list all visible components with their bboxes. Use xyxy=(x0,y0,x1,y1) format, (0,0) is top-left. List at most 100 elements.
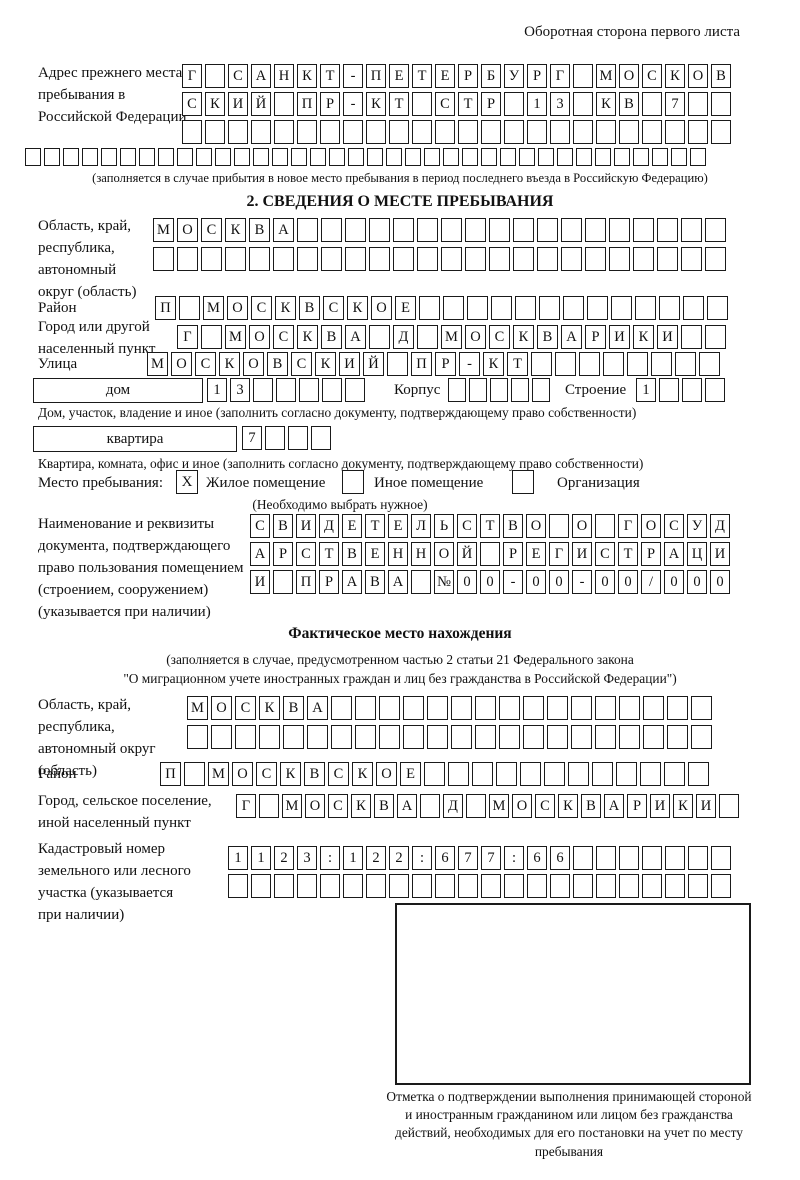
char-cell[interactable] xyxy=(272,148,288,166)
char-cell[interactable]: С xyxy=(195,352,216,376)
char-cell[interactable] xyxy=(711,92,731,116)
char-cell[interactable]: К xyxy=(673,794,693,818)
char-cell[interactable]: 0 xyxy=(687,570,707,594)
char-cell[interactable]: В xyxy=(299,296,320,320)
char-cell[interactable] xyxy=(179,296,200,320)
char-cell[interactable]: 1 xyxy=(228,846,248,870)
char-cell[interactable]: Е xyxy=(395,296,416,320)
char-cell[interactable]: 0 xyxy=(618,570,638,594)
prev-address-row-3[interactable] xyxy=(182,120,731,144)
char-cell[interactable] xyxy=(469,378,487,402)
char-cell[interactable] xyxy=(688,846,708,870)
char-cell[interactable] xyxy=(412,874,432,898)
char-cell[interactable]: Г xyxy=(177,325,198,349)
region-row-2[interactable] xyxy=(153,247,726,271)
char-cell[interactable] xyxy=(504,120,524,144)
char-cell[interactable] xyxy=(640,762,661,786)
char-cell[interactable]: Т xyxy=(480,514,500,538)
char-cell[interactable]: О xyxy=(232,762,253,786)
char-cell[interactable] xyxy=(225,247,246,271)
char-cell[interactable]: К xyxy=(315,352,336,376)
char-cell[interactable] xyxy=(539,296,560,320)
char-cell[interactable] xyxy=(265,426,285,450)
char-cell[interactable] xyxy=(519,148,535,166)
char-cell[interactable] xyxy=(667,696,688,720)
char-cell[interactable] xyxy=(321,218,342,242)
char-cell[interactable] xyxy=(690,148,706,166)
char-cell[interactable] xyxy=(691,696,712,720)
char-cell[interactable] xyxy=(288,426,308,450)
char-cell[interactable] xyxy=(417,325,438,349)
char-cell[interactable] xyxy=(320,120,340,144)
char-cell[interactable] xyxy=(331,725,352,749)
char-cell[interactable]: К xyxy=(352,762,373,786)
char-cell[interactable]: Й xyxy=(457,542,477,566)
char-cell[interactable] xyxy=(369,247,390,271)
prev-address-row-4[interactable] xyxy=(25,148,706,166)
char-cell[interactable] xyxy=(424,762,445,786)
char-cell[interactable]: С xyxy=(235,696,256,720)
char-cell[interactable]: О xyxy=(249,325,270,349)
char-cell[interactable]: Д xyxy=(710,514,730,538)
char-cell[interactable]: М xyxy=(147,352,168,376)
char-cell[interactable] xyxy=(355,725,376,749)
char-cell[interactable] xyxy=(253,148,269,166)
char-cell[interactable] xyxy=(571,725,592,749)
char-cell[interactable] xyxy=(675,352,696,376)
char-cell[interactable]: № xyxy=(434,570,454,594)
char-cell[interactable] xyxy=(251,120,271,144)
char-cell[interactable]: Й xyxy=(363,352,384,376)
char-cell[interactable] xyxy=(158,148,174,166)
char-cell[interactable] xyxy=(63,148,79,166)
char-cell[interactable]: 1 xyxy=(636,378,656,402)
char-cell[interactable]: М xyxy=(225,325,246,349)
char-cell[interactable]: П xyxy=(366,64,386,88)
char-cell[interactable]: С xyxy=(489,325,510,349)
char-cell[interactable] xyxy=(462,148,478,166)
char-cell[interactable]: В xyxy=(283,696,304,720)
char-cell[interactable] xyxy=(366,874,386,898)
char-cell[interactable] xyxy=(688,874,708,898)
char-cell[interactable] xyxy=(657,247,678,271)
char-cell[interactable] xyxy=(568,762,589,786)
char-cell[interactable] xyxy=(228,120,248,144)
char-cell[interactable] xyxy=(427,725,448,749)
char-cell[interactable] xyxy=(472,762,493,786)
char-cell[interactable] xyxy=(343,120,363,144)
char-cell[interactable] xyxy=(467,296,488,320)
char-cell[interactable] xyxy=(537,218,558,242)
char-cell[interactable] xyxy=(595,148,611,166)
char-cell[interactable]: М xyxy=(489,794,509,818)
char-cell[interactable]: Г xyxy=(549,542,569,566)
char-cell[interactable] xyxy=(691,725,712,749)
char-cell[interactable] xyxy=(688,120,708,144)
char-cell[interactable] xyxy=(405,148,421,166)
char-cell[interactable]: Д xyxy=(393,325,414,349)
char-cell[interactable]: Р xyxy=(527,64,547,88)
char-cell[interactable]: Г xyxy=(618,514,638,538)
char-cell[interactable] xyxy=(573,92,593,116)
char-cell[interactable]: К xyxy=(513,325,534,349)
char-cell[interactable] xyxy=(343,874,363,898)
char-cell[interactable] xyxy=(619,696,640,720)
char-cell[interactable] xyxy=(417,218,438,242)
char-cell[interactable]: А xyxy=(307,696,328,720)
char-cell[interactable]: О xyxy=(171,352,192,376)
char-cell[interactable] xyxy=(177,247,198,271)
char-cell[interactable]: Т xyxy=(319,542,339,566)
char-cell[interactable]: К xyxy=(558,794,578,818)
char-cell[interactable] xyxy=(665,846,685,870)
char-cell[interactable]: А xyxy=(397,794,417,818)
char-cell[interactable] xyxy=(642,846,662,870)
char-cell[interactable] xyxy=(201,325,222,349)
char-cell[interactable] xyxy=(205,64,225,88)
korpus-row[interactable] xyxy=(448,378,550,402)
char-cell[interactable] xyxy=(387,352,408,376)
char-cell[interactable] xyxy=(547,725,568,749)
char-cell[interactable]: : xyxy=(320,846,340,870)
char-cell[interactable]: И xyxy=(609,325,630,349)
char-cell[interactable] xyxy=(609,218,630,242)
char-cell[interactable]: В xyxy=(537,325,558,349)
